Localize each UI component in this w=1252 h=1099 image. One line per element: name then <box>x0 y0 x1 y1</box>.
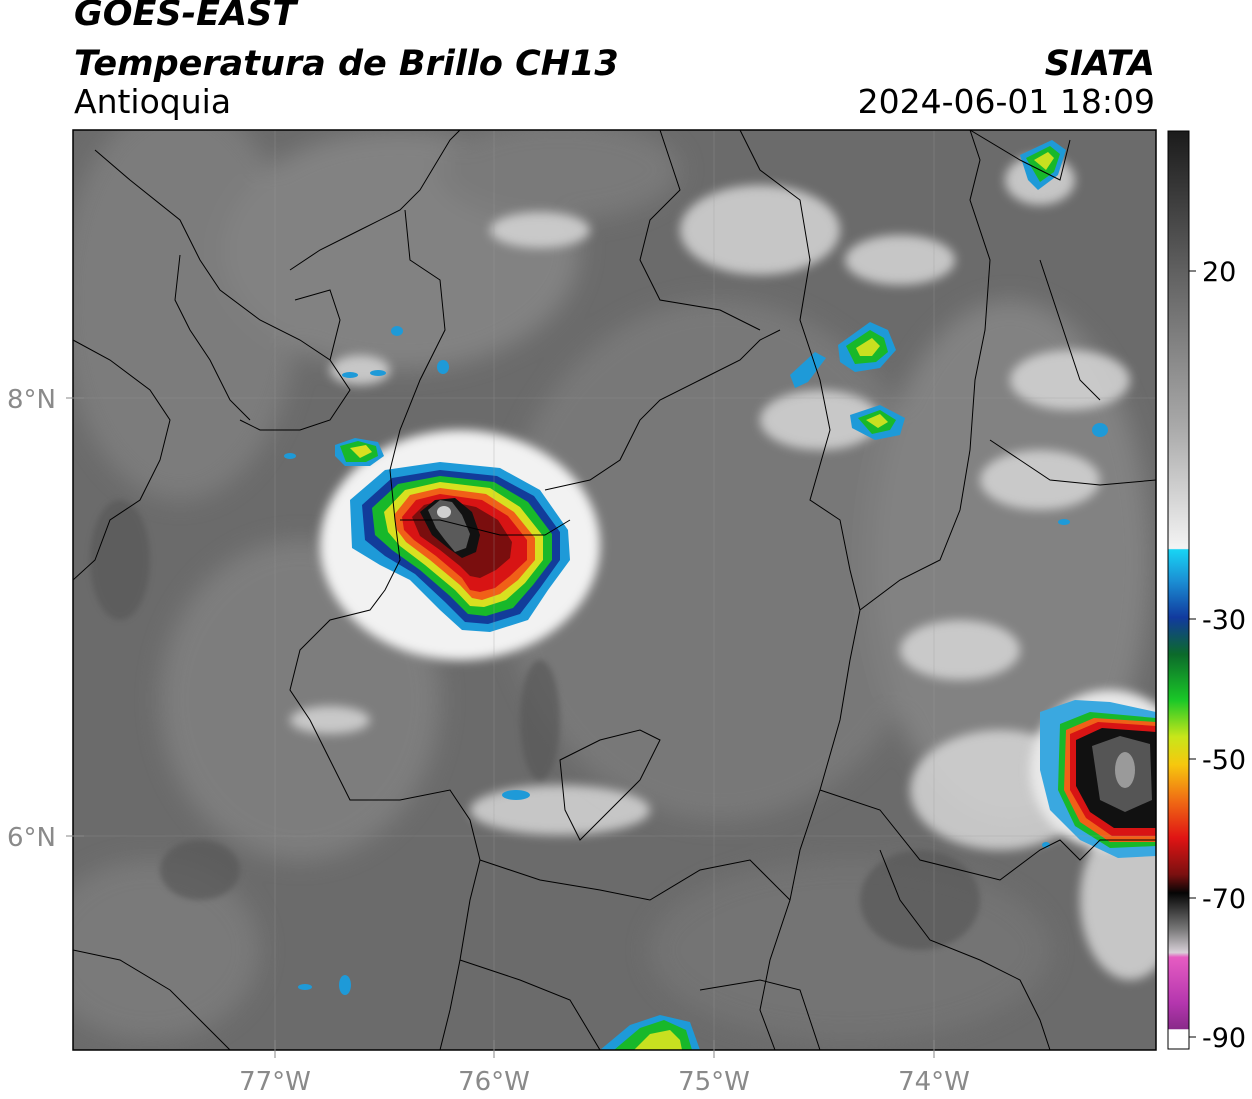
convective-storm-east <box>1030 690 1156 858</box>
colorbar-tick-20: 20 <box>1202 257 1236 288</box>
map-gridlines <box>73 130 1156 1050</box>
map-frame <box>72 129 1157 1051</box>
satellite-title: GOES-EAST <box>74 0 297 34</box>
lat-tick-8n: 8°N <box>7 385 56 415</box>
region-label: Antioquia <box>74 82 232 121</box>
lon-tick-75w: 75°W <box>678 1067 750 1097</box>
colorbar-tick-minus30: -30 <box>1202 605 1246 636</box>
lon-tick-76w: 76°W <box>458 1067 530 1097</box>
colorbar-tick-minus50: -50 <box>1202 745 1246 776</box>
latitude-axis: 8°N 6°N <box>7 385 84 853</box>
organization-label: SIATA <box>1044 44 1155 84</box>
brightness-temperature-image <box>73 130 1156 1050</box>
lon-tick-77w: 77°W <box>239 1067 311 1097</box>
timestamp-label: 2024-06-01 18:09 <box>857 82 1155 121</box>
lon-tick-74w: 74°W <box>898 1067 970 1097</box>
colorbar-tick-minus70: -70 <box>1202 884 1246 915</box>
colorbar-gradient <box>1168 131 1189 1049</box>
colorbar-tick-minus90: -90 <box>1202 1023 1246 1054</box>
lat-tick-6n: 6°N <box>7 823 56 853</box>
colorbar-frame <box>1167 130 1190 1050</box>
product-title: Temperatura de Brillo CH13 <box>74 44 619 84</box>
longitude-axis: 77°W 76°W 75°W 74°W <box>239 1040 970 1097</box>
political-borders <box>73 130 1156 1050</box>
colorbar: 20 -30 -50 -70 -90 <box>1167 130 1246 1054</box>
